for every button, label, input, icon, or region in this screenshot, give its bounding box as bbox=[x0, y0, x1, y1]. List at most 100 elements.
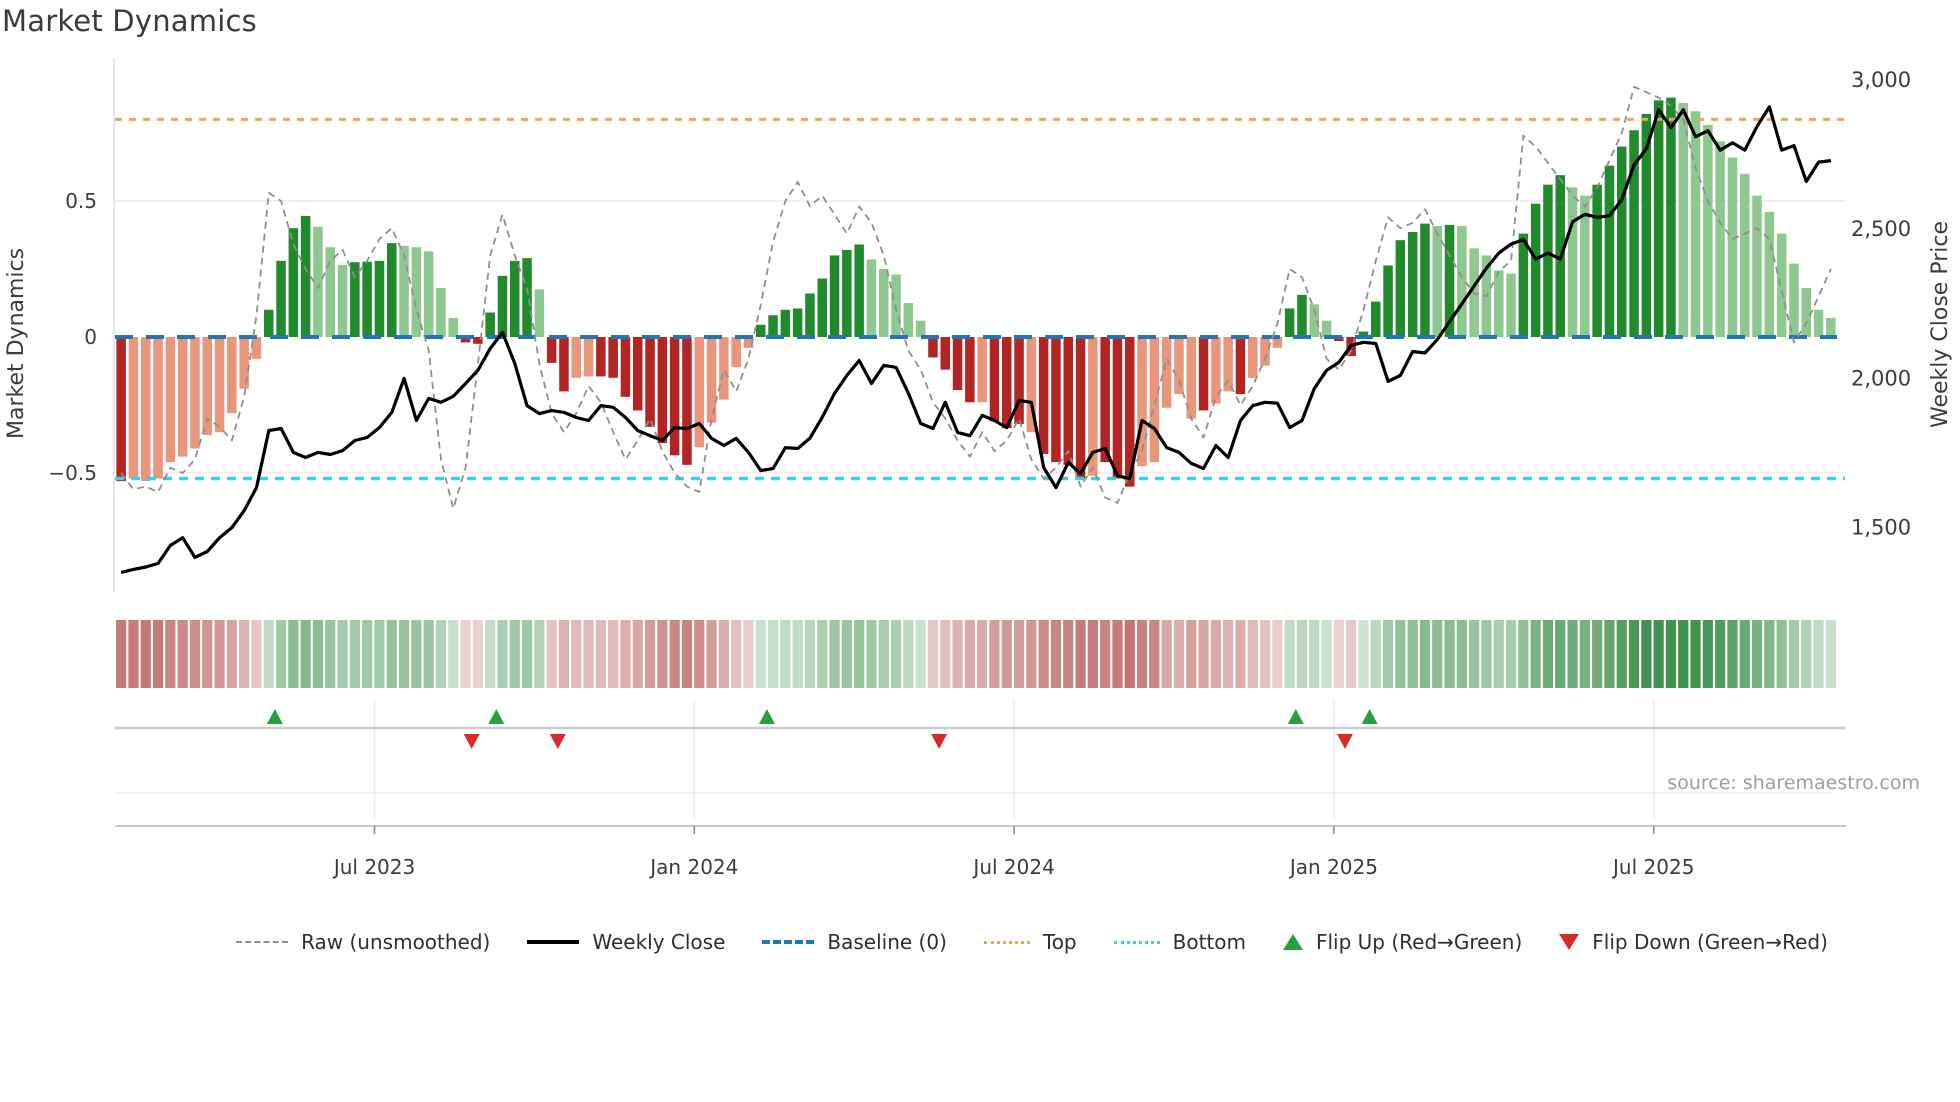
dynamics-bar bbox=[1653, 100, 1664, 337]
heatmap-cell bbox=[337, 620, 348, 688]
dynamics-bar bbox=[1149, 337, 1160, 463]
dynamics-bar bbox=[300, 215, 311, 337]
heatmap-cell bbox=[165, 620, 176, 688]
heatmap-cell bbox=[1161, 620, 1172, 688]
heatmap-cell bbox=[152, 620, 164, 688]
dynamics-bar bbox=[879, 269, 889, 337]
dynamics-bar bbox=[153, 337, 163, 479]
dynamics-bar bbox=[1641, 113, 1652, 338]
dynamics-bar bbox=[1776, 233, 1787, 337]
dynamics-bar bbox=[239, 337, 249, 389]
dynamics-bar bbox=[608, 337, 618, 378]
heatmap-cell bbox=[509, 620, 520, 688]
heatmap-cell bbox=[1235, 620, 1246, 688]
heatmap-cell bbox=[521, 620, 533, 688]
heatmap-cell bbox=[1567, 620, 1578, 688]
dynamics-bar bbox=[1161, 337, 1172, 408]
heatmap-cell bbox=[1309, 620, 1320, 688]
heatmap-cell bbox=[1013, 620, 1025, 688]
heatmap-cell bbox=[202, 620, 213, 688]
flip-up-marker-icon bbox=[488, 709, 505, 724]
dynamics-bar bbox=[768, 315, 778, 337]
heatmap-cell bbox=[1715, 620, 1726, 688]
heatmap-cell bbox=[878, 620, 889, 688]
legend-label: Flip Down (Green→Red) bbox=[1592, 930, 1828, 954]
dynamics-bar bbox=[854, 244, 864, 337]
heatmap-cell bbox=[718, 620, 729, 688]
heatmap-cell bbox=[964, 620, 975, 688]
heatmap-cell bbox=[632, 620, 643, 688]
dynamics-bar bbox=[620, 337, 631, 397]
heatmap-cell bbox=[497, 620, 508, 688]
heatmap-cell bbox=[128, 620, 139, 688]
heatmap-cell bbox=[1542, 620, 1554, 688]
dynamics-bar bbox=[694, 337, 704, 448]
dynamics-bar bbox=[485, 312, 495, 337]
dynamics-bar bbox=[1248, 337, 1258, 378]
heatmap-cell bbox=[239, 620, 250, 688]
dynamics-bar bbox=[1260, 337, 1270, 366]
heatmap-cell bbox=[288, 620, 299, 688]
dynamics-bar bbox=[337, 264, 348, 337]
heatmap-cell bbox=[1358, 620, 1369, 688]
heatmap-cell bbox=[263, 620, 274, 688]
heatmap-cell bbox=[1628, 620, 1640, 688]
heatmap-cell bbox=[1198, 620, 1209, 688]
x-tick-label: Jan 2024 bbox=[648, 855, 738, 879]
dynamics-bar bbox=[264, 309, 274, 337]
heatmap-cell bbox=[398, 620, 410, 688]
heatmap-cell bbox=[1038, 620, 1049, 688]
legend-label: Flip Up (Red→Green) bbox=[1315, 930, 1523, 954]
heatmap-cell bbox=[1407, 620, 1418, 688]
heatmap-cell bbox=[1505, 620, 1517, 688]
heatmap-cell bbox=[915, 620, 926, 688]
flip-up-marker-icon bbox=[266, 709, 283, 724]
dynamics-bar bbox=[448, 317, 458, 337]
dynamics-bar bbox=[1604, 165, 1615, 337]
heatmap-cell bbox=[1001, 620, 1012, 688]
heatmap-cell bbox=[1075, 620, 1086, 688]
legend-item-flip-up: Flip Up (Red→Green) bbox=[1282, 930, 1523, 954]
heatmap-cell bbox=[411, 620, 422, 688]
heatmap-cell bbox=[595, 620, 606, 688]
heatmap-cell bbox=[1776, 620, 1787, 688]
heatmap-cell bbox=[755, 620, 766, 688]
dynamics-bar bbox=[829, 255, 840, 337]
heatmap-cell bbox=[140, 620, 151, 688]
baseline-swatch-icon bbox=[762, 940, 815, 944]
legend: Raw (unsmoothed) Weekly Close Baseline (0)… bbox=[110, 930, 1954, 954]
dynamics-bar bbox=[780, 309, 791, 337]
heatmap-cell bbox=[386, 620, 397, 688]
heatmap-cell bbox=[1346, 620, 1357, 688]
heatmap-cell bbox=[1801, 620, 1812, 688]
dynamics-bar bbox=[928, 337, 938, 358]
dynamics-bar bbox=[817, 278, 827, 337]
raw-line bbox=[120, 85, 1832, 510]
heatmap-cell bbox=[1382, 620, 1394, 688]
heatmap-cell bbox=[1223, 620, 1234, 688]
dynamics-bar bbox=[1715, 141, 1725, 337]
right-tick-label: 2,000 bbox=[1851, 366, 1911, 390]
dynamics-bar bbox=[1186, 337, 1196, 419]
legend-label: Weekly Close bbox=[592, 930, 726, 954]
dynamics-bar bbox=[989, 337, 1000, 422]
dynamics-bar bbox=[1617, 146, 1627, 337]
heatmap-cell bbox=[841, 620, 852, 688]
right-axis-title: Weekly Close Price bbox=[1928, 221, 1953, 429]
left-tick-label: 0 bbox=[84, 325, 97, 349]
heatmap-cell bbox=[325, 620, 336, 688]
dynamics-bar bbox=[866, 259, 877, 337]
heatmap-cell bbox=[1825, 620, 1836, 688]
heatmap-cell bbox=[1100, 620, 1111, 688]
x-tick-label: Jul 2024 bbox=[971, 855, 1054, 879]
dynamics-bar bbox=[1666, 97, 1676, 337]
dynamics-bar bbox=[743, 337, 754, 348]
dynamics-bar bbox=[1125, 337, 1135, 487]
weekly-close-line bbox=[120, 105, 1832, 574]
heatmap-cell bbox=[940, 620, 951, 688]
heatmap-cell bbox=[214, 620, 225, 688]
heatmap-cell bbox=[1616, 620, 1627, 688]
dynamics-bar bbox=[1075, 337, 1086, 479]
heatmap-cell bbox=[780, 620, 791, 688]
legend-label: Bottom bbox=[1172, 930, 1246, 954]
